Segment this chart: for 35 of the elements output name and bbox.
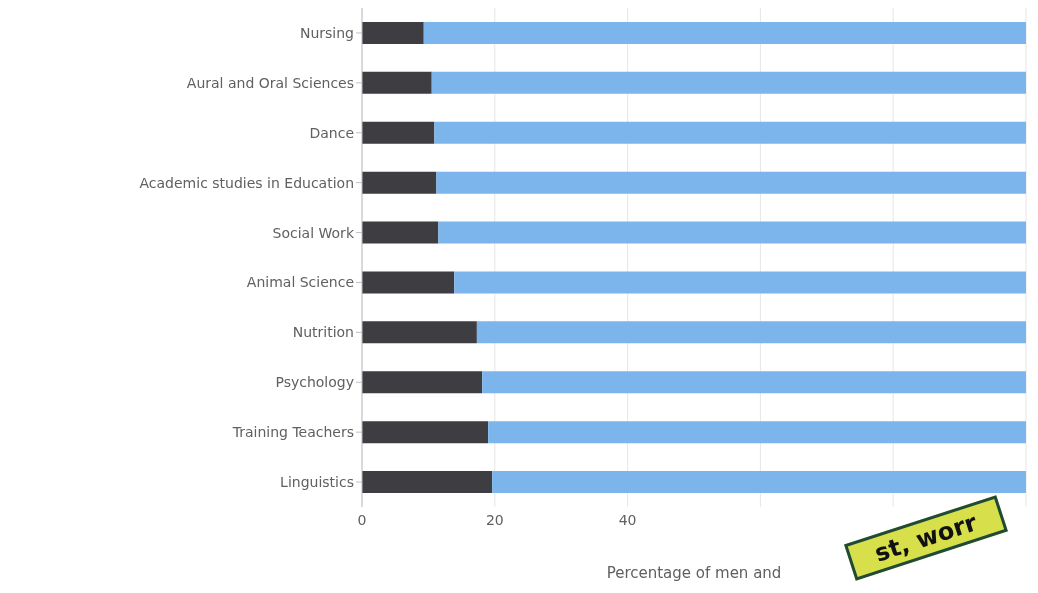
y-tick-label: Nursing: [299, 24, 354, 41]
bar: [362, 471, 493, 494]
bar: [434, 121, 1026, 144]
y-tick-label: Psychology: [275, 374, 354, 391]
y-tick-label: Academic studies in Education: [139, 174, 354, 191]
x-tick-label: 0: [357, 511, 367, 528]
bar: [482, 371, 1026, 394]
bar: [438, 221, 1026, 244]
x-tick-label: 40: [618, 511, 637, 528]
bar: [362, 371, 483, 394]
bar: [362, 321, 477, 344]
y-tick-label: Dance: [309, 124, 354, 141]
x-axis-title: Percentage of men and: [606, 564, 782, 582]
bar: [362, 271, 455, 294]
bar: [431, 71, 1026, 94]
bar: [362, 171, 437, 194]
y-tick-label: Animal Science: [246, 274, 354, 291]
y-tick-label: Nutrition: [292, 324, 354, 341]
bar: [492, 471, 1026, 494]
y-tick-label: Aural and Oral Sciences: [186, 74, 354, 91]
bar: [423, 21, 1026, 44]
bar: [436, 171, 1026, 194]
bar: [362, 121, 435, 144]
text: st, worr: [844, 495, 1008, 581]
bar: [362, 421, 489, 444]
bar: [362, 71, 432, 94]
bar: [476, 321, 1026, 344]
bar: [362, 221, 439, 244]
x-tick-label: 20: [485, 511, 504, 528]
bar: [362, 21, 424, 44]
y-tick-label: Training Teachers: [231, 424, 354, 441]
bar: [454, 271, 1026, 294]
bar: [488, 421, 1026, 444]
y-tick-label: Social Work: [272, 224, 355, 241]
y-tick-label: Linguistics: [280, 474, 354, 491]
